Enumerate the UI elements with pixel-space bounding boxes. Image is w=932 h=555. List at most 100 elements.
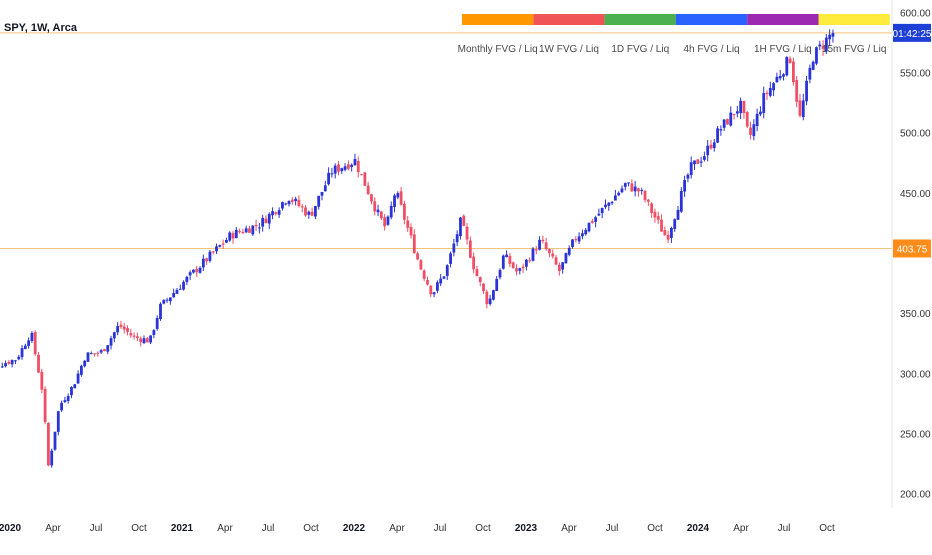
legend-label: Monthly FVG / Liq <box>458 44 538 55</box>
candle-up <box>594 217 598 222</box>
candle-up <box>99 350 103 353</box>
candle-up <box>584 229 588 235</box>
candle-up <box>23 345 27 349</box>
candle-up <box>168 297 172 302</box>
candle-up <box>617 192 621 196</box>
price-tick-label: 550.00 <box>900 69 931 80</box>
candle-up <box>597 213 601 216</box>
time-tick-label: Oct <box>819 523 835 534</box>
candle-up <box>772 83 776 91</box>
candle-down <box>732 113 736 115</box>
candle-down <box>40 371 44 390</box>
candle-up <box>620 188 624 193</box>
candle-down <box>656 216 660 220</box>
candle-up <box>165 299 169 301</box>
price-tick-label: 500.00 <box>900 129 931 140</box>
time-tick-label: Apr <box>45 523 61 534</box>
candle-down <box>96 352 100 354</box>
price-axis[interactable]: 600.00 550.00 500.00 450.00 350.00 300.00 250.… <box>900 8 931 500</box>
candle-down <box>726 119 729 125</box>
candle-down <box>472 256 476 270</box>
time-tick-label: Jul <box>90 523 103 534</box>
candle-up <box>706 145 710 156</box>
candle-up <box>185 276 189 282</box>
candle-up <box>277 210 281 215</box>
candle-up <box>693 160 696 165</box>
candle-down <box>534 249 538 251</box>
candle-down <box>205 258 209 262</box>
time-tick-label: 2023 <box>515 523 538 534</box>
candle-down <box>696 159 700 164</box>
candle-up <box>281 202 284 209</box>
candle-up <box>340 168 344 172</box>
candle-down <box>363 172 367 186</box>
legend-color-swatch <box>747 14 819 25</box>
candle-up <box>613 195 617 201</box>
candle-down <box>666 234 670 240</box>
candle-down <box>366 185 370 195</box>
time-tick-label: Jul <box>606 523 619 534</box>
candle-up <box>284 203 288 205</box>
candle-up <box>116 326 120 333</box>
candle-down <box>521 266 525 269</box>
candle-down <box>419 260 423 270</box>
candle-down <box>465 226 469 240</box>
candle-up <box>739 100 743 114</box>
candle-up <box>396 193 400 198</box>
candle-up <box>538 239 541 250</box>
candle-up <box>267 213 271 224</box>
candle-up <box>600 207 604 214</box>
candle-up <box>215 246 218 252</box>
candle-down <box>310 211 314 216</box>
time-tick-label: Apr <box>389 523 405 534</box>
candle-up <box>350 164 354 168</box>
candle-up <box>755 113 759 127</box>
candle-down <box>129 333 133 336</box>
candle-down <box>297 199 301 207</box>
candle-down <box>745 112 749 127</box>
candle-down <box>788 58 792 64</box>
candle-down <box>274 212 278 214</box>
candle-down <box>238 231 241 233</box>
candle-down <box>643 191 647 201</box>
time-tick-label: Oct <box>131 523 147 534</box>
candle-down <box>511 262 515 268</box>
candle-down <box>346 164 350 169</box>
candle-down <box>231 233 235 239</box>
time-tick-label: Apr <box>733 523 749 534</box>
candle-up <box>719 129 723 131</box>
candle-up <box>683 180 687 192</box>
candle-up <box>587 222 591 232</box>
candle-down <box>528 260 532 262</box>
price-tick-label: 300.00 <box>900 369 931 380</box>
candle-up <box>452 243 456 253</box>
candle-up <box>571 239 574 248</box>
candle-up <box>824 37 828 52</box>
candle-up <box>76 373 80 384</box>
candle-up <box>314 205 317 217</box>
candle-up <box>716 128 719 143</box>
candle-up <box>488 298 492 305</box>
candle-up <box>10 360 14 365</box>
candle-up <box>610 202 614 204</box>
candle-up <box>330 173 334 175</box>
candle-down <box>248 228 251 233</box>
candle-up <box>14 360 17 362</box>
candle-up <box>393 195 396 207</box>
legend-color-swatch <box>675 14 748 25</box>
symbol-title[interactable]: SPY, 1W, Arca <box>4 22 78 34</box>
candle-up <box>4 363 7 367</box>
candle-up <box>828 34 832 40</box>
candle-down <box>136 336 139 339</box>
candle-up <box>106 345 110 352</box>
candle-down <box>554 257 558 265</box>
candle-up <box>811 61 815 70</box>
candle-down <box>412 234 416 254</box>
time-axis[interactable]: 2020 Apr Jul Oct 2021 Apr Jul Oct 2022 Apr Jul Oct 2… <box>0 523 835 534</box>
candle-up <box>73 384 77 389</box>
candle-down <box>544 242 548 250</box>
candle-down <box>132 335 136 337</box>
candle-down <box>409 226 413 236</box>
time-tick-label: 2020 <box>0 523 22 534</box>
